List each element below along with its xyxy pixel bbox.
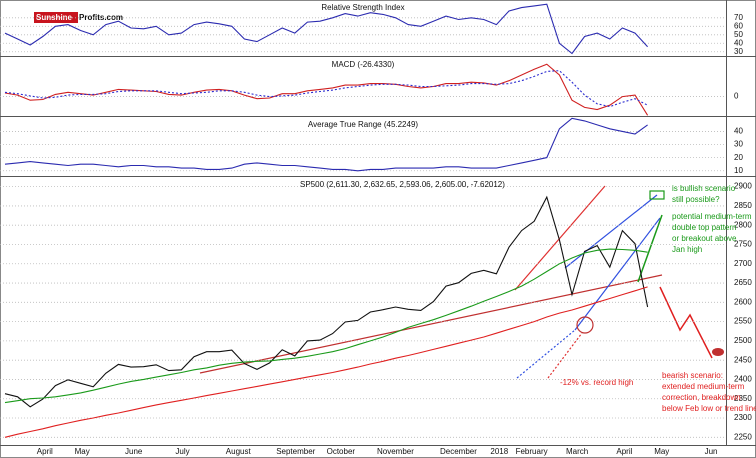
x-tick-label: November [377,447,414,456]
series-line [4,286,648,438]
x-tick-label: March [566,447,588,456]
y-tick-label: 2750 [734,240,752,249]
series-line [4,63,649,116]
x-tick-label: July [175,447,189,456]
y-tick-label: 2600 [734,297,752,306]
x-tick-label: June [125,447,143,456]
y-tick-label: 2850 [734,201,752,210]
panel-title: Relative Strength Index [321,3,404,12]
y-tick-label: 2250 [734,432,752,441]
y-tick-label: 70 [734,13,743,22]
y-tick-label: 2400 [734,375,752,384]
x-tick-label: April [616,447,632,456]
panel-title: Average True Range (45.2249) [308,120,418,129]
x-tick-label: 2018 [490,447,508,456]
series-line [4,3,649,55]
annotation: still possible? [672,195,720,204]
annotation: potential medium-term [672,212,752,221]
annotation: double top pattern [672,223,737,232]
y-tick-label: 40 [734,38,743,47]
y-tick-label: 0 [734,92,739,101]
panel-title: MACD (-26.4330) [332,60,395,69]
annotation: bearish scenario: [662,371,723,380]
y-tick-label: 50 [734,30,743,39]
y-tick-label: 10 [734,166,743,175]
annotation: below Feb low or trend line [662,404,756,413]
y-tick-label: 30 [734,47,743,56]
series-line [4,248,648,404]
y-tick-label: 30 [734,140,743,149]
annotation: Jan high [672,245,702,254]
y-tick-label: 2900 [734,182,752,191]
series-line [4,195,649,408]
x-tick-label: Jun [705,447,718,456]
series-line [4,117,648,172]
x-tick-label: August [226,447,252,456]
y-tick-label: 2800 [734,220,752,229]
x-tick-label: May [75,447,90,456]
y-tick-label: 20 [734,153,743,162]
annotation: is bullish scenario [672,184,736,193]
x-tick-label: May [654,447,669,456]
x-tick-label: February [516,447,548,456]
y-tick-label: 2700 [734,259,752,268]
logo-suffix: Profits.com [79,13,123,22]
annotation: or breakout above [672,234,737,243]
y-tick-label: 2550 [734,317,752,326]
y-tick-label: 40 [734,127,743,136]
annotation: -12% vs. record high [560,378,633,387]
annotation: correction, breakdown [662,393,741,402]
drawings [199,185,724,379]
y-tick-label: 2350 [734,394,752,403]
y-tick-label: 2500 [734,336,752,345]
y-tick-label: 2450 [734,355,752,364]
x-tick-label: April [37,447,53,456]
x-tick-label: October [327,447,356,456]
logo-box [34,12,78,23]
y-tick-label: 2650 [734,278,752,287]
x-tick-label: September [276,447,315,456]
panel-separators [0,0,756,446]
y-tick-label: 60 [734,21,743,30]
x-tick-label: December [440,447,477,456]
annotation: extended medium-term [662,382,745,391]
y-tick-label: 2300 [734,413,752,422]
panel-title: SP500 (2,611.30, 2,632.65, 2,593.06, 2,6… [300,180,505,189]
